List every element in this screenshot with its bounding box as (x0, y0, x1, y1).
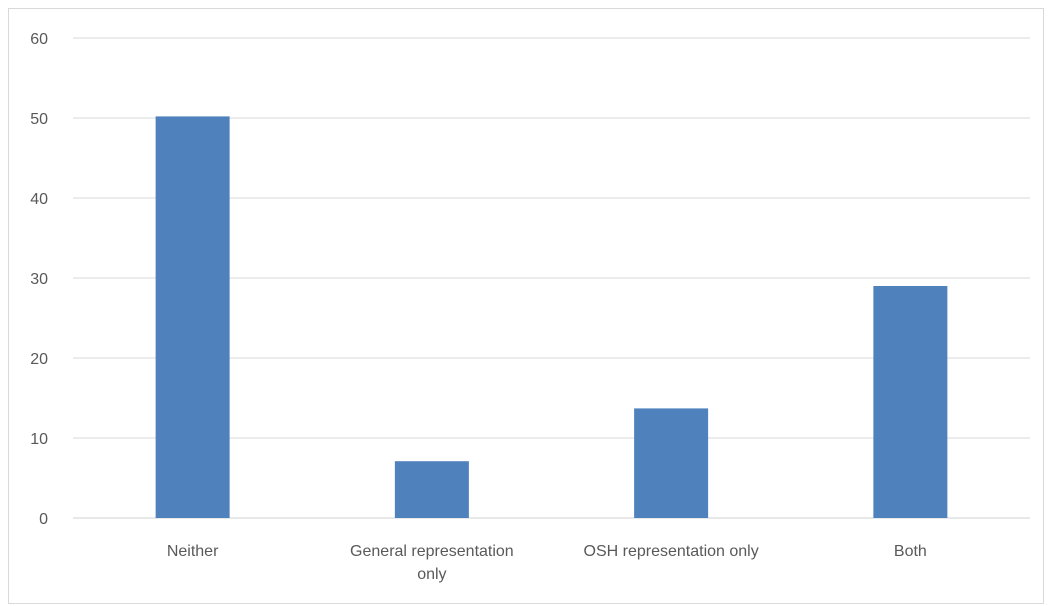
x-category-label: Both (894, 543, 927, 560)
y-tick-label: 20 (30, 351, 48, 368)
x-category-label-line: Neither (167, 543, 219, 560)
y-tick-label: 0 (39, 511, 48, 528)
gridlines (73, 37, 1030, 439)
y-tick-label: 40 (30, 191, 48, 208)
x-category-label-line: OSH representation only (584, 543, 759, 560)
x-category-label: OSH representation only (584, 543, 759, 560)
bar-1 (394, 461, 469, 518)
bar-3 (873, 286, 948, 518)
y-tick-label: 30 (30, 271, 48, 288)
y-tick-label: 50 (30, 111, 48, 128)
bar-0 (155, 116, 230, 519)
y-tick-label: 60 (30, 31, 48, 48)
bars (155, 116, 948, 519)
x-category-label-line: General representation (350, 543, 514, 560)
x-category-label-line: Both (894, 543, 927, 560)
x-category-label-line: only (417, 566, 446, 583)
y-tick-labels: 0 10 20 30 40 50 60 (30, 31, 48, 528)
bar-2 (634, 408, 709, 518)
x-category-label: Neither (167, 543, 219, 560)
x-category-label: General representation only (350, 543, 514, 583)
y-tick-label: 10 (30, 431, 48, 448)
x-category-labels: Neither General representation only OSH rep… (167, 543, 927, 583)
